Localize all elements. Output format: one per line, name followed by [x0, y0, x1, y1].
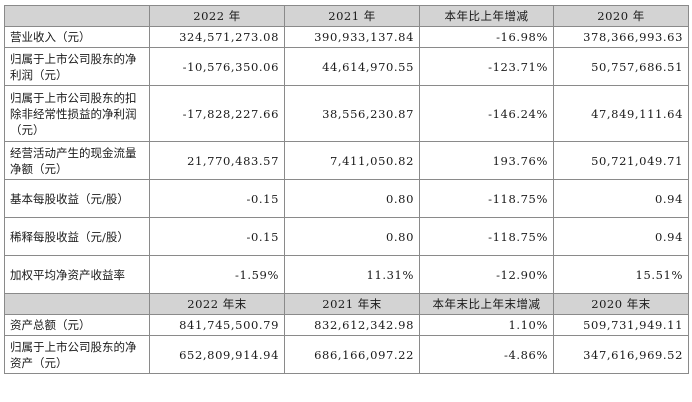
cell-2021: 0.80 — [284, 217, 420, 256]
cell-change: -4.86% — [419, 335, 554, 374]
cell-2021: 832,612,342.98 — [284, 314, 420, 336]
row-label: 营业收入（元） — [4, 26, 150, 48]
header-corner-year-end — [4, 293, 150, 315]
cell-2021: 44,614,970.55 — [284, 47, 420, 86]
cell-2022: -1.59% — [149, 255, 285, 294]
cell-2022: 652,809,914.94 — [149, 335, 285, 374]
table-row: 经营活动产生的现金流量净额（元） 21,770,483.57 7,411,050… — [4, 141, 689, 180]
header-2021: 2021 年 — [284, 5, 420, 27]
cell-2020: 509,731,949.11 — [553, 314, 689, 336]
financial-table-container: 2022 年 2021 年 本年比上年增减 2020 年 营业收入（元） 324… — [4, 5, 689, 374]
row-label: 归属于上市公司股东的净资产（元） — [4, 335, 150, 374]
cell-change: -16.98% — [419, 26, 554, 48]
cell-2020: 15.51% — [553, 255, 689, 294]
row-label: 基本每股收益（元/股） — [4, 179, 150, 218]
cell-2020: 378,366,993.63 — [553, 26, 689, 48]
table-row: 归属于上市公司股东的扣除非经常性损益的净利润（元） -17,828,227.66… — [4, 85, 689, 142]
cell-change: -123.71% — [419, 47, 554, 86]
header-yoy-change-end: 本年末比上年末增减 — [419, 293, 554, 315]
cell-2021: 686,166,097.22 — [284, 335, 420, 374]
cell-2022: 841,745,500.79 — [149, 314, 285, 336]
table-row: 基本每股收益（元/股） -0.15 0.80 -118.75% 0.94 — [4, 179, 689, 218]
header-yoy-change: 本年比上年增减 — [419, 5, 554, 27]
row-label: 加权平均净资产收益率 — [4, 255, 150, 294]
header-2022: 2022 年 — [149, 5, 285, 27]
table-row: 稀释每股收益（元/股） -0.15 0.80 -118.75% 0.94 — [4, 217, 689, 256]
cell-2022: -0.15 — [149, 217, 285, 256]
row-label: 稀释每股收益（元/股） — [4, 217, 150, 256]
cell-2022: 21,770,483.57 — [149, 141, 285, 180]
header-row-annual: 2022 年 2021 年 本年比上年增减 2020 年 — [4, 5, 689, 27]
header-2020-end: 2020 年末 — [553, 293, 689, 315]
header-2021-end: 2021 年末 — [284, 293, 420, 315]
table-row: 营业收入（元） 324,571,273.08 390,933,137.84 -1… — [4, 26, 689, 48]
cell-2021: 11.31% — [284, 255, 420, 294]
cell-change: -118.75% — [419, 217, 554, 256]
cell-2020: 50,757,686.51 — [553, 47, 689, 86]
cell-change: -146.24% — [419, 85, 554, 142]
row-label: 资产总额（元） — [4, 314, 150, 336]
header-2022-end: 2022 年末 — [149, 293, 285, 315]
cell-2020: 0.94 — [553, 179, 689, 218]
cell-2022: -0.15 — [149, 179, 285, 218]
row-label: 归属于上市公司股东的净利润（元） — [4, 47, 150, 86]
cell-2021: 0.80 — [284, 179, 420, 218]
cell-2020: 347,616,969.52 — [553, 335, 689, 374]
cell-2021: 38,556,230.87 — [284, 85, 420, 142]
cell-change: -118.75% — [419, 179, 554, 218]
cell-2021: 390,933,137.84 — [284, 26, 420, 48]
row-label: 归属于上市公司股东的扣除非经常性损益的净利润（元） — [4, 85, 150, 142]
cell-2022: -17,828,227.66 — [149, 85, 285, 142]
header-corner — [4, 5, 150, 27]
cell-change: 1.10% — [419, 314, 554, 336]
header-row-year-end: 2022 年末 2021 年末 本年末比上年末增减 2020 年末 — [4, 293, 689, 315]
cell-change: -12.90% — [419, 255, 554, 294]
cell-2020: 0.94 — [553, 217, 689, 256]
table-row: 加权平均净资产收益率 -1.59% 11.31% -12.90% 15.51% — [4, 255, 689, 294]
cell-change: 193.76% — [419, 141, 554, 180]
table-row: 归属于上市公司股东的净资产（元） 652,809,914.94 686,166,… — [4, 335, 689, 374]
table-row: 归属于上市公司股东的净利润（元） -10,576,350.06 44,614,9… — [4, 47, 689, 86]
cell-2022: -10,576,350.06 — [149, 47, 285, 86]
cell-2021: 7,411,050.82 — [284, 141, 420, 180]
financial-data-table: 2022 年 2021 年 本年比上年增减 2020 年 营业收入（元） 324… — [4, 5, 689, 374]
table-row: 资产总额（元） 841,745,500.79 832,612,342.98 1.… — [4, 314, 689, 336]
cell-2020: 50,721,049.71 — [553, 141, 689, 180]
row-label: 经营活动产生的现金流量净额（元） — [4, 141, 150, 180]
cell-2022: 324,571,273.08 — [149, 26, 285, 48]
cell-2020: 47,849,111.64 — [553, 85, 689, 142]
header-2020: 2020 年 — [553, 5, 689, 27]
